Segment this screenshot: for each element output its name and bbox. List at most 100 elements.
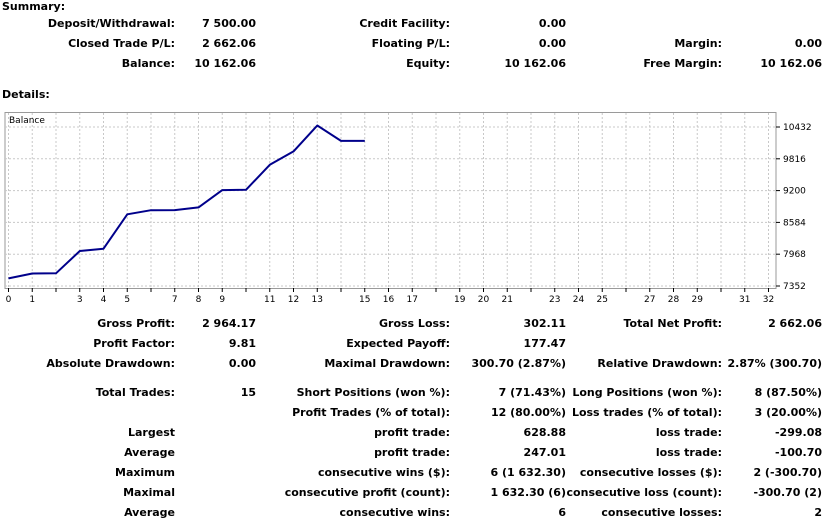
long-positions-label: Long Positions (won %): bbox=[572, 386, 722, 399]
largest-loss-value: -299.08 bbox=[774, 426, 822, 439]
x-tick-label: 19 bbox=[454, 295, 466, 305]
chart-title: Balance bbox=[9, 116, 45, 126]
free-margin-label: Free Margin: bbox=[643, 57, 722, 70]
average-profit-label: profit trade: bbox=[374, 446, 450, 459]
balance-series-line bbox=[8, 124, 365, 280]
relative-drawdown-value: 2.87% (300.70) bbox=[727, 357, 823, 370]
x-tick-label: 8 bbox=[196, 295, 202, 305]
x-tick-label: 12 bbox=[288, 295, 299, 305]
average-label: Average bbox=[124, 446, 175, 459]
x-tick-label: 7 bbox=[172, 295, 178, 305]
deposit-withdrawal-value: 7 500.00 bbox=[202, 17, 256, 30]
x-tick-label: 28 bbox=[668, 295, 680, 305]
maximal-label: Maximal bbox=[123, 486, 175, 499]
x-tick-label: 9 bbox=[219, 295, 225, 305]
x-tick-label: 32 bbox=[763, 295, 774, 305]
x-tick-label: 15 bbox=[359, 295, 370, 305]
x-tick-label: 23 bbox=[549, 295, 560, 305]
short-positions-value: 7 (71.43%) bbox=[498, 386, 566, 399]
gross-profit-value: 2 964.17 bbox=[202, 317, 256, 330]
x-tick-label: 16 bbox=[383, 295, 395, 305]
relative-drawdown-label: Relative Drawdown: bbox=[597, 357, 722, 370]
average-consecutive-label: Average bbox=[124, 506, 175, 519]
expected-payoff-value: 177.47 bbox=[523, 337, 566, 350]
free-margin-value: 10 162.06 bbox=[760, 57, 822, 70]
maximum-profit-value: 6 (1 632.30) bbox=[490, 466, 566, 479]
total-net-profit-value: 2 662.06 bbox=[768, 317, 822, 330]
average-consecutive-losses-label: consecutive losses: bbox=[601, 506, 722, 519]
x-tick-label: 24 bbox=[573, 295, 585, 305]
balance-value: 10 162.06 bbox=[194, 57, 256, 70]
closed-trade-pl-label: Closed Trade P/L: bbox=[68, 37, 175, 50]
maximal-profit-value: 1 632.30 (6) bbox=[490, 486, 566, 499]
maximum-loss-label: consecutive losses ($): bbox=[579, 466, 722, 479]
margin-value: 0.00 bbox=[794, 37, 822, 50]
x-tick-label: 5 bbox=[124, 295, 130, 305]
absolute-drawdown-label: Absolute Drawdown: bbox=[46, 357, 175, 370]
expected-payoff-label: Expected Payoff: bbox=[346, 337, 450, 350]
margin-label: Margin: bbox=[674, 37, 722, 50]
profit-factor-label: Profit Factor: bbox=[93, 337, 175, 350]
largest-loss-label: loss trade: bbox=[655, 426, 722, 439]
average-consecutive-losses-value: 2 bbox=[814, 506, 822, 519]
x-axis-ticks: 0 1 3 4 5 7 8 9 11 12 13 15 16 17 19 20 21 23 24 25 27 28 29 31… bbox=[6, 288, 774, 305]
x-tick-label: 4 bbox=[101, 295, 107, 305]
average-profit-value: 247.01 bbox=[523, 446, 566, 459]
floating-pl-value: 0.00 bbox=[538, 37, 566, 50]
profit-trades-label: Profit Trades (% of total): bbox=[292, 406, 450, 419]
y-tick-label: 10432 bbox=[783, 123, 812, 133]
gross-loss-value: 302.11 bbox=[523, 317, 566, 330]
maximum-profit-label: consecutive wins ($): bbox=[317, 466, 450, 479]
maximal-loss-label: consecutive loss (count): bbox=[566, 486, 722, 499]
maximal-drawdown-label: Maximal Drawdown: bbox=[324, 357, 450, 370]
credit-facility-label: Credit Facility: bbox=[359, 17, 450, 30]
x-tick-label: 13 bbox=[312, 295, 323, 305]
y-tick-label: 8584 bbox=[783, 218, 806, 228]
maximal-profit-label: consecutive profit (count): bbox=[284, 486, 450, 499]
x-tick-label: 1 bbox=[29, 295, 35, 305]
equity-value: 10 162.06 bbox=[504, 57, 566, 70]
chart-plot-area bbox=[4, 112, 777, 289]
total-net-profit-label: Total Net Profit: bbox=[623, 317, 723, 330]
average-loss-value: -100.70 bbox=[774, 446, 822, 459]
x-tick-label: 25 bbox=[597, 295, 608, 305]
maximum-loss-value: 2 (-300.70) bbox=[753, 466, 822, 479]
y-tick-label: 9816 bbox=[783, 155, 806, 165]
credit-facility-value: 0.00 bbox=[538, 17, 566, 30]
x-tick-label: 29 bbox=[692, 295, 704, 305]
largest-label: Largest bbox=[128, 426, 175, 439]
x-tick-label: 3 bbox=[77, 295, 83, 305]
loss-trades-value: 3 (20.00%) bbox=[754, 406, 822, 419]
x-tick-label: 20 bbox=[478, 295, 490, 305]
profit-factor-value: 9.81 bbox=[228, 337, 256, 350]
chart-grid bbox=[5, 113, 776, 288]
maximum-label: Maximum bbox=[115, 466, 175, 479]
x-tick-label: 17 bbox=[407, 295, 418, 305]
short-positions-label: Short Positions (won %): bbox=[296, 386, 450, 399]
details-heading: Details: bbox=[2, 88, 50, 101]
largest-profit-label: profit trade: bbox=[374, 426, 450, 439]
average-consecutive-wins-value: 6 bbox=[558, 506, 566, 519]
closed-trade-pl-value: 2 662.06 bbox=[202, 37, 256, 50]
y-tick-label: 9200 bbox=[783, 187, 806, 197]
average-consecutive-wins-label: consecutive wins: bbox=[339, 506, 450, 519]
x-tick-label: 0 bbox=[6, 295, 12, 305]
gross-profit-label: Gross Profit: bbox=[97, 317, 175, 330]
x-tick-label: 27 bbox=[644, 295, 655, 305]
x-tick-label: 21 bbox=[502, 295, 513, 305]
average-loss-label: loss trade: bbox=[655, 446, 722, 459]
y-axis-ticks: 7352 7968 8584 9200 9816 10432 bbox=[776, 123, 812, 292]
equity-label: Equity: bbox=[406, 57, 450, 70]
balance-label: Balance: bbox=[121, 57, 175, 70]
maximal-drawdown-value: 300.70 (2.87%) bbox=[471, 357, 567, 370]
largest-profit-value: 628.88 bbox=[523, 426, 566, 439]
summary-heading: Summary: bbox=[2, 0, 66, 13]
total-trades-value: 15 bbox=[240, 386, 256, 399]
profit-trades-value: 12 (80.00%) bbox=[490, 406, 566, 419]
gross-loss-label: Gross Loss: bbox=[379, 317, 450, 330]
deposit-withdrawal-label: Deposit/Withdrawal: bbox=[47, 17, 175, 30]
total-trades-label: Total Trades: bbox=[95, 386, 175, 399]
x-tick-label: 31 bbox=[739, 295, 750, 305]
maximal-loss-value: -300.70 (2) bbox=[753, 486, 822, 499]
